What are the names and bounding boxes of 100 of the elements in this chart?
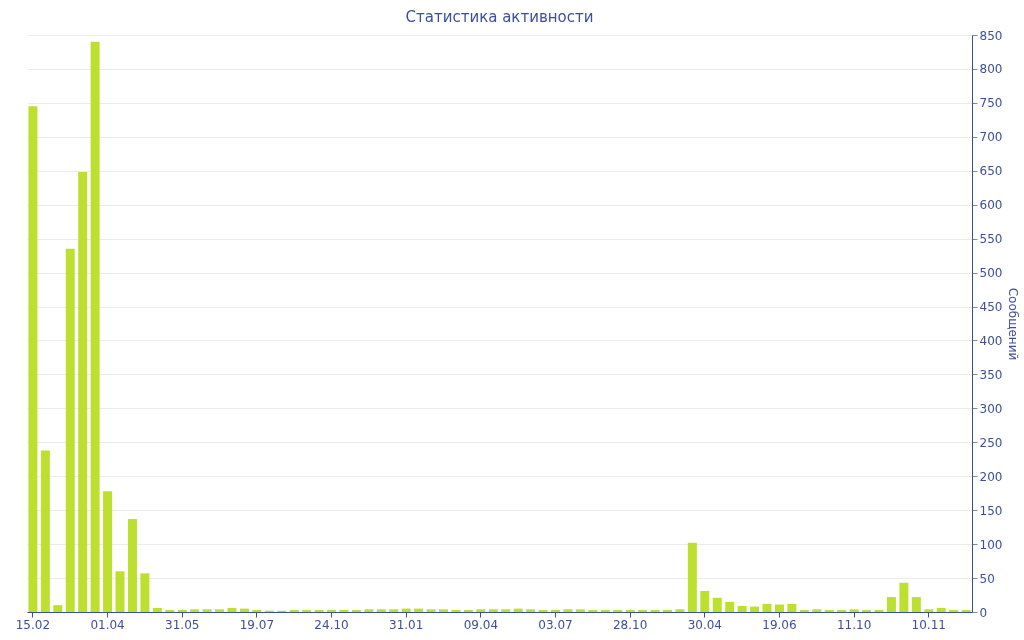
y2-tick-label: 800 (979, 62, 1003, 77)
bar (874, 609, 884, 612)
bar (314, 609, 324, 612)
bar (837, 609, 847, 612)
bar (650, 609, 660, 612)
y2-tick-label: 250 (979, 435, 1003, 450)
bar (750, 606, 760, 612)
bar (140, 573, 150, 612)
bar (799, 609, 809, 612)
bar (215, 609, 225, 612)
x-tick-label: 01.04 (90, 617, 125, 632)
bar (824, 609, 834, 612)
bar (787, 603, 797, 612)
bar (289, 609, 299, 612)
bar (862, 609, 872, 612)
bar (812, 609, 822, 612)
bar (103, 491, 113, 612)
bar (78, 172, 88, 612)
bar (476, 609, 486, 612)
y2-tick-label: 150 (979, 503, 1003, 518)
bar (389, 609, 399, 612)
bar (40, 450, 50, 612)
bar (911, 597, 921, 612)
bar (501, 609, 511, 612)
x-tick-label: 31.05 (165, 617, 200, 632)
y2-tick-label: 400 (979, 333, 1003, 348)
bar (28, 106, 38, 612)
bar (127, 519, 137, 612)
bar (227, 607, 237, 612)
bar (376, 609, 386, 612)
bar (90, 41, 100, 612)
bar (65, 248, 75, 612)
bar (327, 609, 337, 612)
bar (961, 609, 971, 612)
y2-tick-label: 50 (979, 571, 995, 586)
bar (936, 607, 946, 612)
bar (600, 609, 610, 612)
bar (662, 609, 672, 612)
y2-tick-label: 700 (979, 130, 1003, 145)
bar (575, 609, 585, 612)
bar (115, 571, 125, 612)
bar (202, 609, 212, 612)
x-tick-label: 24.10 (314, 617, 349, 632)
x-tick-label: 19.06 (762, 617, 797, 632)
y2-tick-label: 500 (979, 266, 1003, 281)
bar (886, 597, 896, 612)
y2-tick-label: 300 (979, 401, 1003, 416)
bar (899, 582, 909, 612)
x-tick-label: 31.01 (389, 617, 424, 632)
x-tick-label: 10.11 (911, 617, 946, 632)
y2-tick-label: 650 (979, 164, 1003, 179)
x-tick-label: 28.10 (612, 617, 648, 632)
x-tick-label: 30.04 (687, 617, 722, 632)
y2-tick-label: 600 (979, 198, 1003, 213)
bar (439, 609, 449, 612)
bar (588, 609, 598, 612)
bar (53, 605, 63, 612)
bar (177, 609, 187, 612)
bar (526, 609, 536, 612)
bar (364, 609, 374, 612)
bar (924, 609, 934, 612)
x-tick-label: 11.10 (836, 617, 872, 632)
bar (625, 609, 635, 612)
bar (463, 609, 473, 612)
bar (351, 609, 361, 612)
bar (165, 609, 175, 612)
y2-tick-label: 350 (979, 367, 1003, 382)
bar (687, 542, 697, 612)
bar (152, 607, 162, 612)
bar (339, 609, 349, 612)
bar (949, 609, 959, 612)
bar (725, 601, 735, 612)
bar (675, 609, 685, 612)
bar (737, 605, 747, 612)
bar (700, 590, 710, 612)
x-tick-label: 09.04 (463, 617, 499, 632)
x-tick-label: 03.07 (538, 617, 573, 632)
bar (451, 609, 461, 612)
bar (190, 609, 200, 612)
x-tick-label: 15.02 (15, 617, 51, 632)
bar (774, 604, 784, 612)
bar (488, 609, 498, 612)
y2-tick-label: 450 (979, 300, 1003, 315)
bar (302, 609, 312, 612)
bar (638, 609, 648, 612)
bar (712, 597, 722, 612)
y2-tick-label: 100 (979, 537, 1003, 552)
bar (849, 609, 859, 612)
y2-tick-label: 850 (979, 28, 1003, 43)
bar (252, 609, 262, 612)
bar (613, 609, 623, 612)
bar (426, 609, 436, 612)
bar (762, 603, 772, 612)
y2-tick-label: 750 (979, 96, 1003, 111)
y2-axis-title: Сообщений (1006, 287, 1021, 361)
bar (538, 609, 548, 612)
x-tick-label: 19.07 (239, 617, 275, 632)
y2-tick-label: 550 (979, 232, 1003, 247)
y2-tick-label: 0 (979, 605, 988, 620)
y2-tick-label: 200 (979, 469, 1003, 484)
